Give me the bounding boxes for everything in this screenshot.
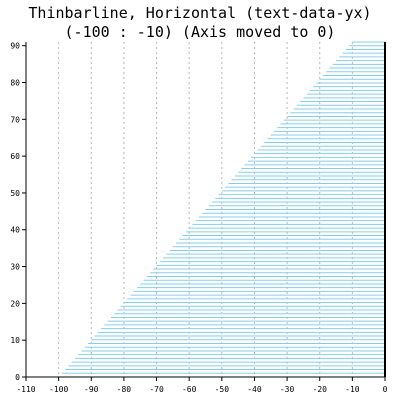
y-tick-label: 20	[10, 299, 20, 308]
x-tick-label: -10	[345, 385, 360, 394]
y-tick-label: 50	[10, 189, 20, 198]
y-tick-label: 0	[15, 373, 20, 382]
x-tick-label: -60	[182, 385, 197, 394]
y-tick-label: 80	[10, 78, 20, 87]
y-axis-ticks: 0 10 20 30 40 50 60 70 80 90	[10, 42, 26, 382]
axes	[25, 42, 386, 378]
y-tick-label: 30	[10, 263, 20, 272]
y-tick-label: 60	[10, 152, 20, 161]
x-tick-label: -20	[313, 385, 328, 394]
chart-title-line-1: Thinbarline, Horizontal (text-data-yx)	[28, 4, 371, 22]
x-tick-label: -40	[247, 385, 262, 394]
chart-title-line-2: (-100 : -10) (Axis moved to 0)	[65, 23, 336, 41]
x-tick-label: -100	[49, 385, 68, 394]
y-tick-label: 70	[10, 115, 20, 124]
bars	[58, 41, 385, 378]
x-tick-label: -70	[149, 385, 164, 394]
x-tick-label: -90	[84, 385, 99, 394]
x-tick-label: -30	[280, 385, 295, 394]
x-tick-label: -110	[16, 385, 35, 394]
x-tick-label: -50	[215, 385, 230, 394]
y-tick-label: 10	[10, 336, 20, 345]
y-tick-label: 90	[10, 42, 20, 51]
x-tick-label: 0	[383, 385, 388, 394]
x-tick-label: -80	[117, 385, 132, 394]
y-tick-label: 40	[10, 226, 20, 235]
x-axis-ticks: -110 -100 -90 -80 -70 -60 -50 -40 -30 -20 -10 0	[16, 377, 388, 394]
